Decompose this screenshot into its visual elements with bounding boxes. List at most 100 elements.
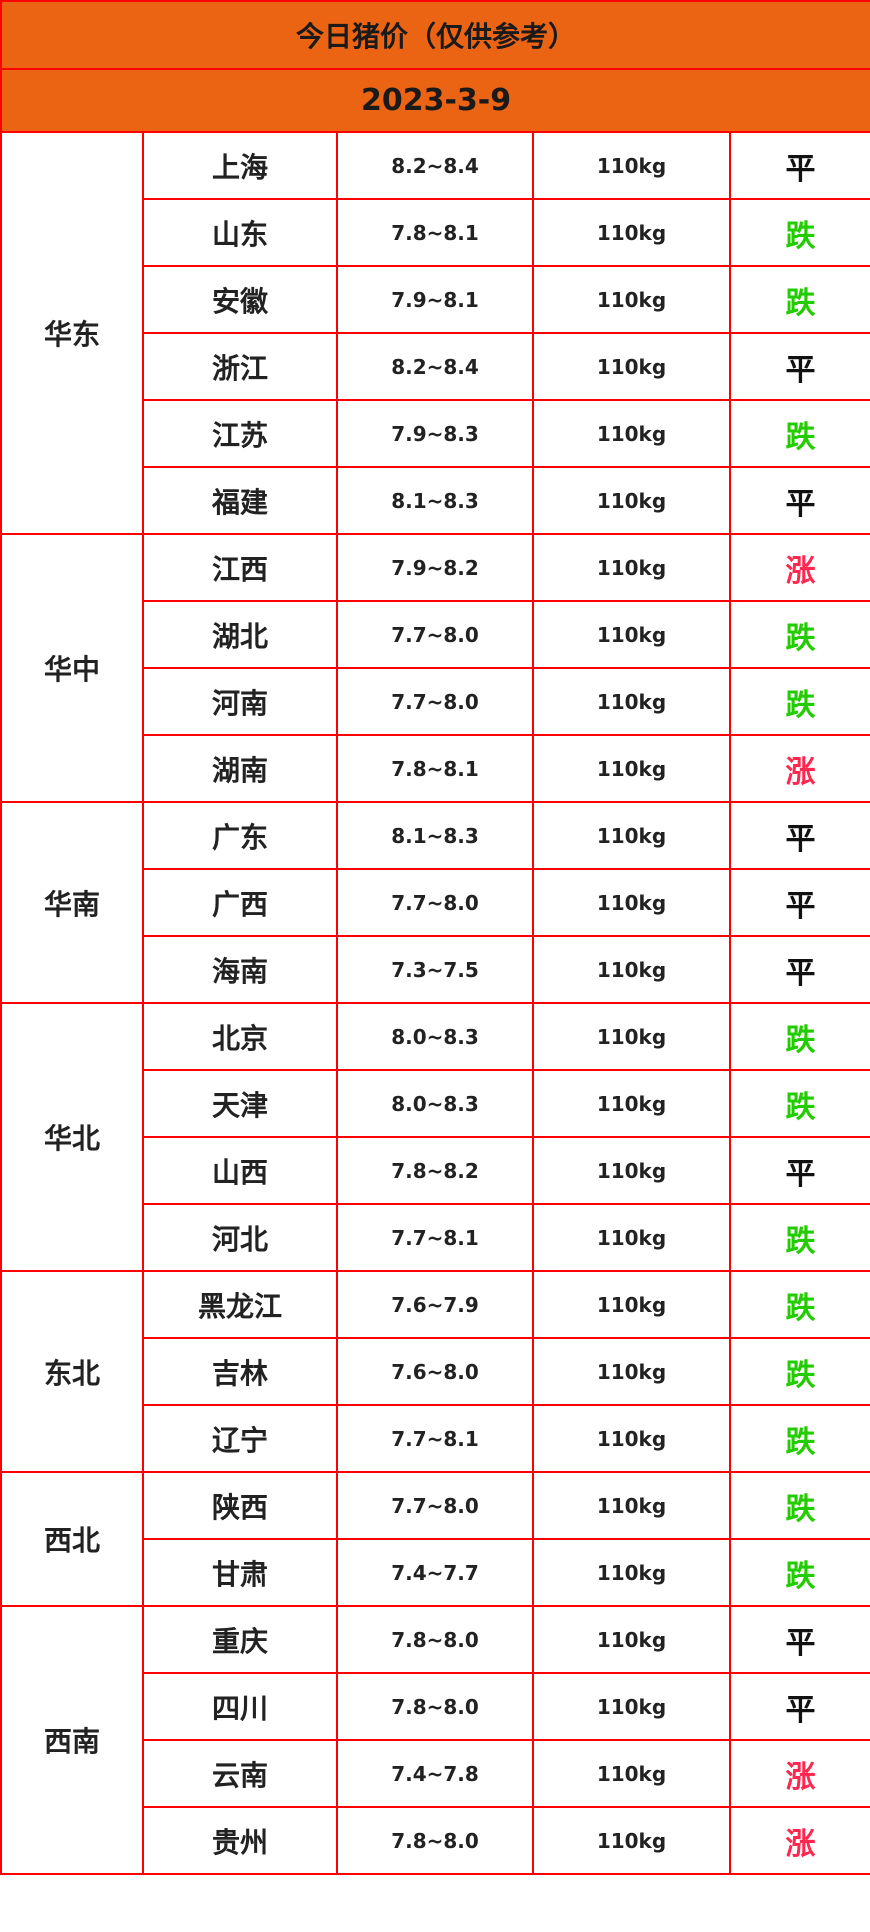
table-row: 甘肃 7.4~7.7 110kg 跌	[1, 1538, 870, 1607]
weight-cell: 110kg	[532, 1404, 731, 1473]
trend-cell: 跌	[728, 399, 870, 468]
table-row: 山东 7.8~8.1 110kg 跌	[1, 198, 870, 267]
trend-cell: 跌	[728, 1337, 870, 1406]
table-row: 山西 7.8~8.2 110kg 平	[1, 1136, 870, 1205]
weight-cell: 110kg	[532, 1605, 731, 1674]
table-row: 河北 7.7~8.1 110kg 跌	[1, 1203, 870, 1272]
trend-cell: 跌	[728, 1203, 870, 1272]
pig-price-table: 今日猪价（仅供参考） 2023-3-9 华东 上海 8.2~8.4 110kg 平山东 7…	[0, 0, 870, 1875]
province-cell: 湖北	[142, 600, 338, 669]
trend-cell: 涨	[728, 734, 870, 803]
trend-cell: 平	[728, 131, 870, 200]
trend-cell: 跌	[728, 1404, 870, 1473]
table-row: 湖南 7.8~8.1 110kg 涨	[1, 734, 870, 803]
table-row: 西北 陕西 7.7~8.0 110kg 跌	[0, 1471, 870, 1607]
date-label: 2023-3-9	[0, 68, 870, 133]
table-row: 湖北 7.7~8.0 110kg 跌	[1, 600, 870, 669]
table-row: 天津 8.0~8.3 110kg 跌	[1, 1069, 870, 1138]
price-cell: 7.7~8.0	[336, 600, 534, 669]
weight-cell: 110kg	[532, 1203, 731, 1272]
table-row: 四川 7.8~8.0 110kg 平	[1, 1672, 870, 1741]
province-cell: 江西	[142, 533, 338, 602]
weight-cell: 110kg	[532, 265, 731, 334]
price-cell: 7.6~8.0	[336, 1337, 534, 1406]
weight-cell: 110kg	[532, 1136, 731, 1205]
price-cell: 7.7~8.0	[336, 868, 534, 937]
price-cell: 7.8~8.0	[336, 1806, 534, 1875]
province-cell: 广东	[142, 801, 338, 870]
table-row: 安徽 7.9~8.1 110kg 跌	[1, 265, 870, 334]
province-cell: 广西	[142, 868, 338, 937]
table-row: 西南 重庆 7.8~8.0 110kg 平	[0, 1605, 870, 1875]
province-cell: 江苏	[142, 399, 338, 468]
province-cell: 河南	[142, 667, 338, 736]
weight-cell: 110kg	[532, 801, 731, 870]
price-cell: 7.4~7.7	[336, 1538, 534, 1607]
weight-cell: 110kg	[532, 734, 731, 803]
price-cell: 7.4~7.8	[336, 1739, 534, 1808]
price-cell: 7.9~8.1	[336, 265, 534, 334]
province-cell: 重庆	[142, 1605, 338, 1674]
weight-cell: 110kg	[532, 1538, 731, 1607]
weight-cell: 110kg	[532, 600, 731, 669]
table-row: 福建 8.1~8.3 110kg 平	[1, 466, 870, 535]
date-row: 2023-3-9	[0, 68, 870, 133]
trend-cell: 跌	[728, 1002, 870, 1071]
weight-cell: 110kg	[532, 1739, 731, 1808]
province-cell: 山东	[142, 198, 338, 267]
table-row: 广西 7.7~8.0 110kg 平	[1, 868, 870, 937]
table-row: 东北 黑龙江 7.6~7.9 110kg 跌	[0, 1270, 870, 1473]
region-cell: 东北	[0, 1270, 144, 1473]
weight-cell: 110kg	[532, 399, 731, 468]
province-cell: 北京	[142, 1002, 338, 1071]
table-row: 华南 广东 8.1~8.3 110kg 平	[0, 801, 870, 1004]
table-row: 河南 7.7~8.0 110kg 跌	[1, 667, 870, 736]
province-cell: 湖南	[142, 734, 338, 803]
region-cell: 华东	[0, 131, 144, 535]
price-cell: 8.2~8.4	[336, 131, 534, 200]
weight-cell: 110kg	[532, 1270, 731, 1339]
price-cell: 7.7~8.0	[336, 667, 534, 736]
table-row: 云南 7.4~7.8 110kg 涨	[1, 1739, 870, 1808]
price-cell: 7.8~8.0	[336, 1672, 534, 1741]
region-cell: 华南	[0, 801, 144, 1004]
price-cell: 8.1~8.3	[336, 801, 534, 870]
table-row: 华东 上海 8.2~8.4 110kg 平	[0, 131, 870, 535]
table-row: 辽宁 7.7~8.1 110kg 跌	[1, 1404, 870, 1473]
trend-cell: 平	[728, 332, 870, 401]
weight-cell: 110kg	[532, 198, 731, 267]
page-title: 今日猪价（仅供参考）	[0, 0, 870, 70]
weight-cell: 110kg	[532, 1337, 731, 1406]
price-cell: 7.7~8.1	[336, 1203, 534, 1272]
table-row: 江苏 7.9~8.3 110kg 跌	[1, 399, 870, 468]
table-row: 华中 江西 7.9~8.2 110kg 涨	[0, 533, 870, 803]
province-cell: 陕西	[142, 1471, 338, 1540]
province-cell: 浙江	[142, 332, 338, 401]
price-cell: 7.6~7.9	[336, 1270, 534, 1339]
table-row: 华北 北京 8.0~8.3 110kg 跌	[0, 1002, 870, 1272]
province-cell: 四川	[142, 1672, 338, 1741]
price-cell: 8.0~8.3	[336, 1069, 534, 1138]
province-cell: 安徽	[142, 265, 338, 334]
weight-cell: 110kg	[532, 131, 731, 200]
price-cell: 7.9~8.3	[336, 399, 534, 468]
weight-cell: 110kg	[532, 533, 731, 602]
trend-cell: 跌	[728, 1538, 870, 1607]
weight-cell: 110kg	[532, 466, 731, 535]
trend-cell: 跌	[728, 1471, 870, 1540]
weight-cell: 110kg	[532, 1471, 731, 1540]
weight-cell: 110kg	[532, 1002, 731, 1071]
trend-cell: 平	[728, 1672, 870, 1741]
price-cell: 7.7~8.1	[336, 1404, 534, 1473]
trend-cell: 跌	[728, 1069, 870, 1138]
trend-cell: 跌	[728, 667, 870, 736]
weight-cell: 110kg	[532, 1806, 731, 1875]
province-cell: 甘肃	[142, 1538, 338, 1607]
trend-cell: 跌	[728, 600, 870, 669]
trend-cell: 涨	[728, 1806, 870, 1875]
price-cell: 8.0~8.3	[336, 1002, 534, 1071]
province-cell: 天津	[142, 1069, 338, 1138]
province-cell: 上海	[142, 131, 338, 200]
price-cell: 7.8~8.1	[336, 198, 534, 267]
price-cell: 7.3~7.5	[336, 935, 534, 1004]
